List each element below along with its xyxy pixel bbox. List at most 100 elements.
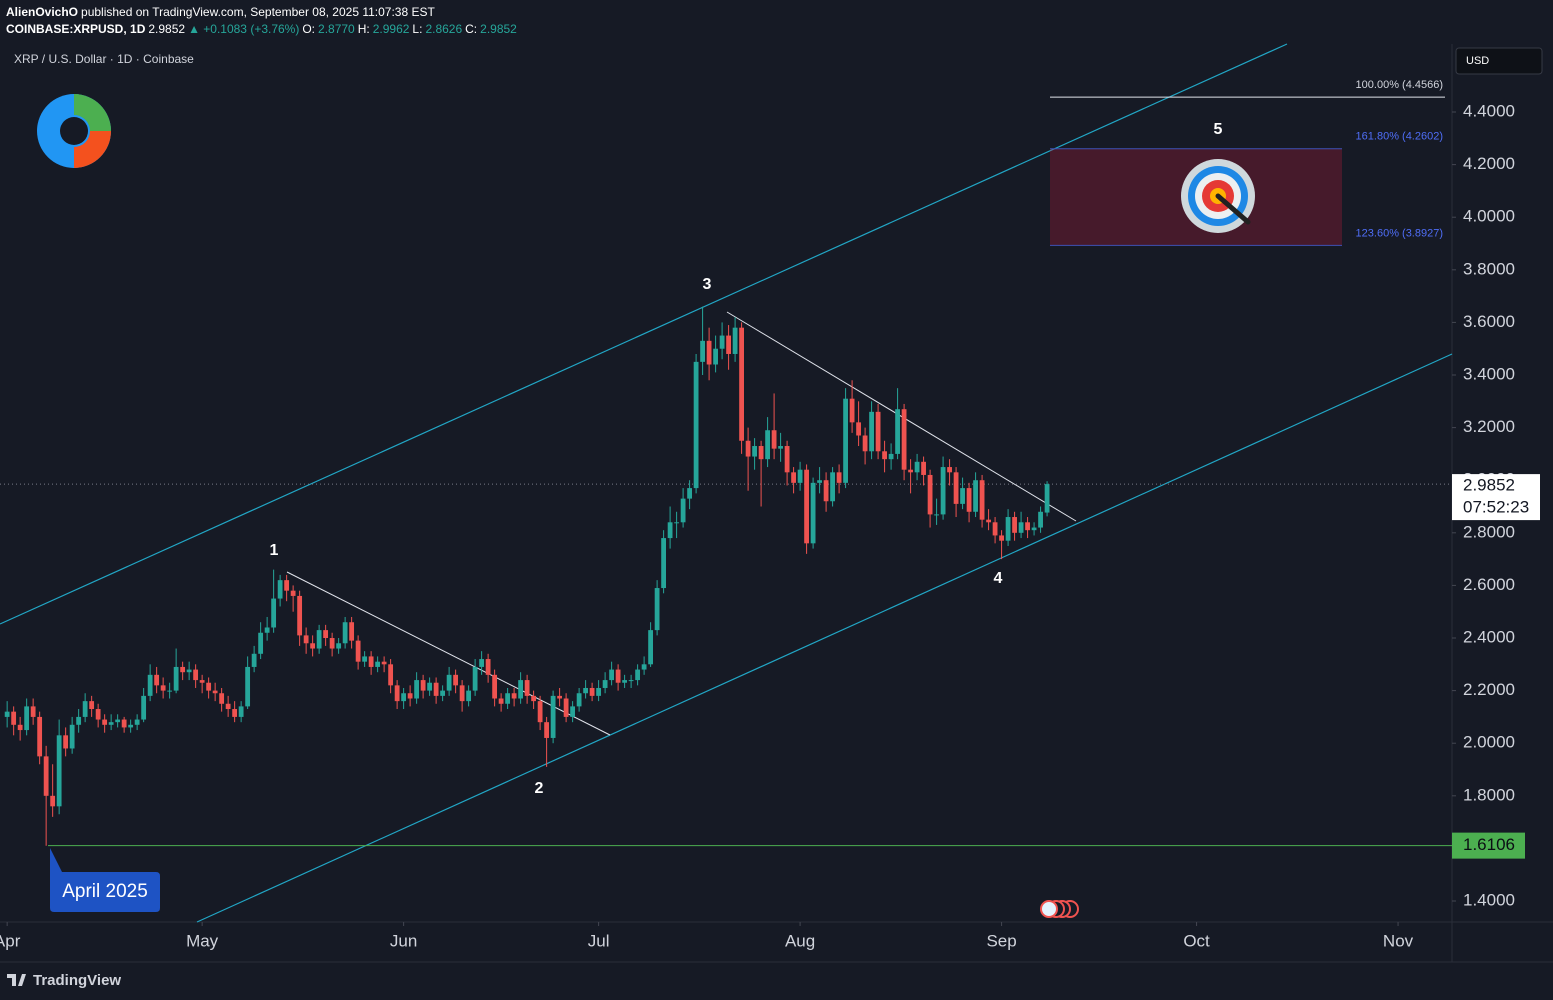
candle-body <box>167 690 173 692</box>
y-tick-label: 1.8000 <box>1463 785 1515 804</box>
footer-logo: TradingView <box>7 972 121 989</box>
candle-body <box>420 680 426 691</box>
candle-body <box>544 722 550 738</box>
publisher: AlienOvichO <box>6 5 79 19</box>
candle-body <box>69 724 75 749</box>
candle-body <box>609 669 615 681</box>
candle-body <box>271 598 277 628</box>
candle-body <box>1025 522 1030 531</box>
candle-body <box>674 522 680 524</box>
candle-body <box>531 695 537 702</box>
candle-body <box>251 653 257 667</box>
candle-body <box>440 690 446 696</box>
candle-body <box>557 695 563 699</box>
low: 2.8626 <box>425 22 463 36</box>
candle-body <box>550 695 556 738</box>
wave-label: 4 <box>994 570 1003 587</box>
candle-body <box>511 693 517 699</box>
candle-body <box>349 622 355 641</box>
candle-body <box>602 680 608 688</box>
candle-body <box>37 716 43 757</box>
candle-body <box>102 719 108 725</box>
symbol: COINBASE:XRPUSD, 1D <box>6 22 146 36</box>
candle-body <box>277 580 283 599</box>
candle-body <box>43 756 49 796</box>
candle-body <box>960 488 965 504</box>
candle-body <box>713 348 719 365</box>
candle-body <box>843 398 848 483</box>
candle-body <box>797 469 803 483</box>
candle-body <box>869 411 874 452</box>
candle-body <box>401 693 407 702</box>
x-tick-label: May <box>186 931 219 950</box>
brand: TradingView <box>33 972 121 989</box>
candle-body <box>830 472 835 502</box>
candle-body <box>953 472 959 504</box>
candle-body <box>973 480 978 512</box>
candle-body <box>63 735 69 749</box>
candle-body <box>986 519 991 523</box>
candle-body <box>50 795 56 807</box>
candle-body <box>693 361 699 489</box>
candle-body <box>862 435 868 452</box>
candle-body <box>518 680 524 699</box>
candle-body <box>635 669 641 681</box>
candle-body <box>30 706 36 717</box>
candle-body <box>141 695 147 720</box>
candle-body <box>316 630 322 649</box>
candle-body <box>4 711 10 717</box>
candle-body <box>446 674 452 691</box>
x-tick-label: Jul <box>588 931 610 950</box>
candle-body <box>407 693 413 699</box>
candle-body <box>290 590 296 596</box>
candle-body <box>810 482 816 544</box>
currency: USD <box>1466 55 1489 67</box>
x-tick-label: Jun <box>390 931 417 950</box>
candle-body <box>966 488 972 512</box>
wave-label: 1 <box>270 542 279 559</box>
candle-body <box>524 680 530 696</box>
candle-body <box>765 430 770 460</box>
last-price: 2.9852 <box>1463 476 1515 495</box>
candle-body <box>706 340 712 365</box>
candle-body <box>940 467 946 515</box>
candle-body <box>1018 522 1024 533</box>
candle-body <box>459 685 465 702</box>
wave-label: 2 <box>535 780 544 797</box>
candle-body <box>219 693 225 704</box>
candle-body <box>1031 527 1037 531</box>
candle-body <box>999 535 1004 541</box>
y-tick-label: 2.0000 <box>1463 733 1515 752</box>
candle-body <box>492 674 498 699</box>
candle-body <box>303 635 309 644</box>
candle-body <box>537 701 543 723</box>
candle-body <box>875 411 881 452</box>
candle-body <box>297 595 303 636</box>
open-label: O: <box>302 22 316 36</box>
candle-body <box>199 680 205 683</box>
last: 2.9852 <box>148 22 186 36</box>
candle-body <box>284 580 290 591</box>
channel-lower <box>196 353 1453 923</box>
candle-body <box>914 461 920 473</box>
candle-body <box>901 409 907 470</box>
candle-body <box>934 514 939 516</box>
candle-body <box>570 706 576 717</box>
candle-body <box>24 706 30 731</box>
trendline <box>286 571 611 736</box>
candle-body <box>95 709 101 720</box>
y-tick-label: 2.2000 <box>1463 680 1515 699</box>
y-tick-label: 3.8000 <box>1463 259 1515 278</box>
candle-body <box>115 719 121 723</box>
candle-body <box>193 669 199 681</box>
candle-body <box>427 682 433 691</box>
candle-body <box>375 661 381 667</box>
candle-body <box>745 440 751 457</box>
candle-body <box>947 467 952 473</box>
candle-body <box>1005 517 1011 541</box>
support-price: 1.6106 <box>1463 835 1515 854</box>
y-tick-label: 4.2000 <box>1463 154 1515 173</box>
candle-body <box>121 719 127 728</box>
x-tick-label: Oct <box>1183 931 1210 950</box>
